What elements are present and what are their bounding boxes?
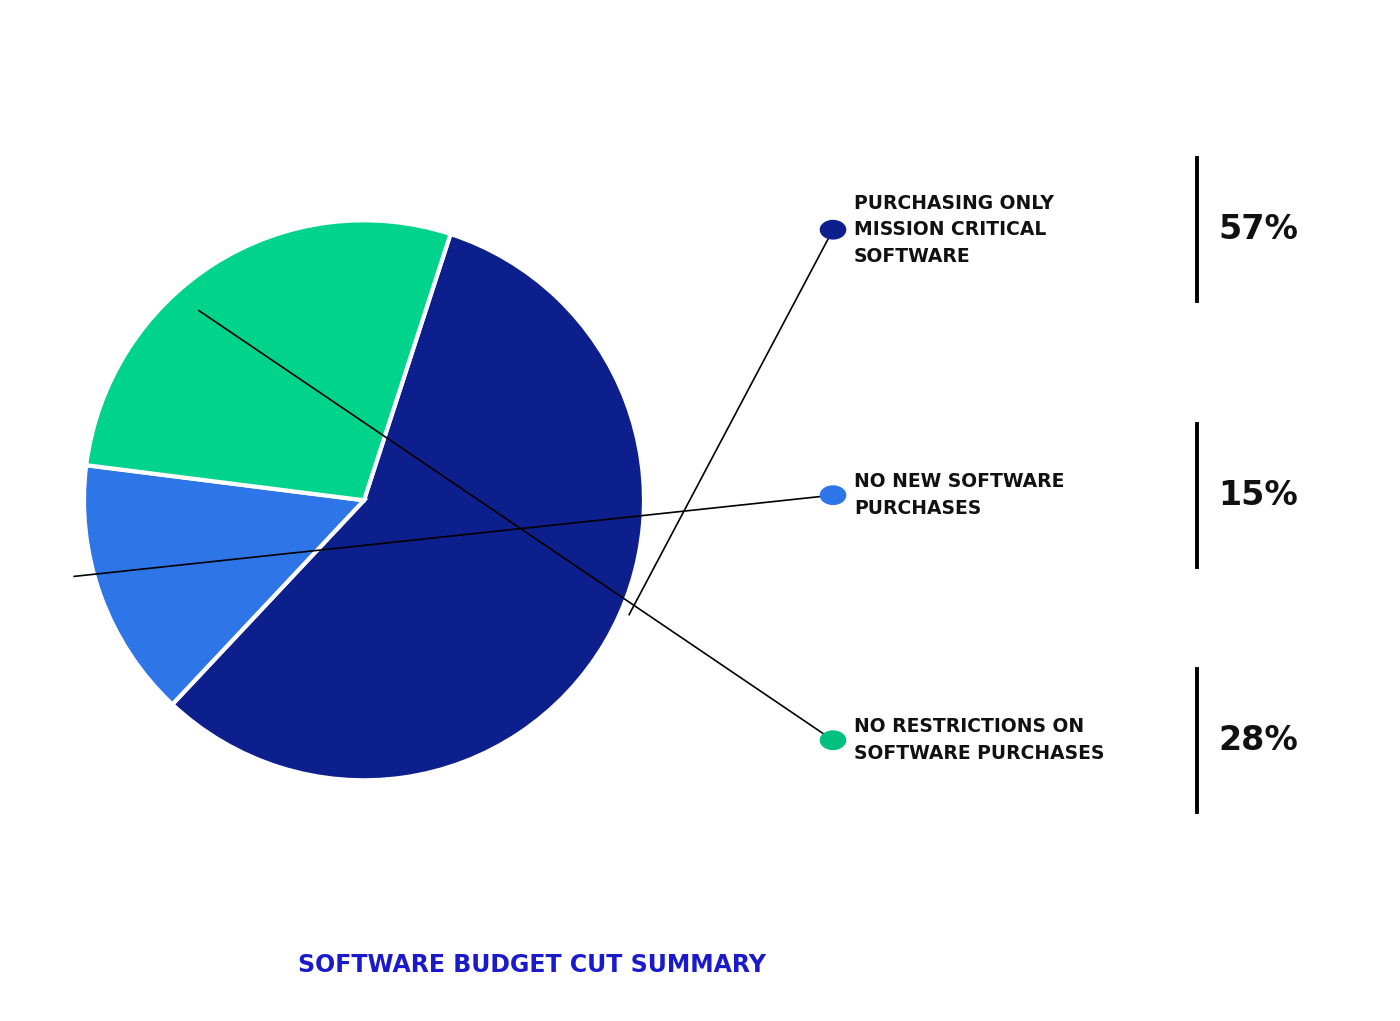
Wedge shape — [87, 221, 451, 500]
Text: PURCHASING ONLY
MISSION CRITICAL
SOFTWARE: PURCHASING ONLY MISSION CRITICAL SOFTWAR… — [854, 194, 1054, 265]
Text: 57%: 57% — [1218, 213, 1298, 246]
Wedge shape — [172, 234, 644, 780]
Wedge shape — [84, 466, 364, 704]
Text: 28%: 28% — [1218, 724, 1298, 757]
Text: 15%: 15% — [1218, 479, 1298, 512]
Text: NO NEW SOFTWARE
PURCHASES: NO NEW SOFTWARE PURCHASES — [854, 473, 1064, 518]
Text: NO RESTRICTIONS ON
SOFTWARE PURCHASES: NO RESTRICTIONS ON SOFTWARE PURCHASES — [854, 718, 1105, 763]
Text: SOFTWARE BUDGET CUT SUMMARY: SOFTWARE BUDGET CUT SUMMARY — [298, 953, 766, 977]
